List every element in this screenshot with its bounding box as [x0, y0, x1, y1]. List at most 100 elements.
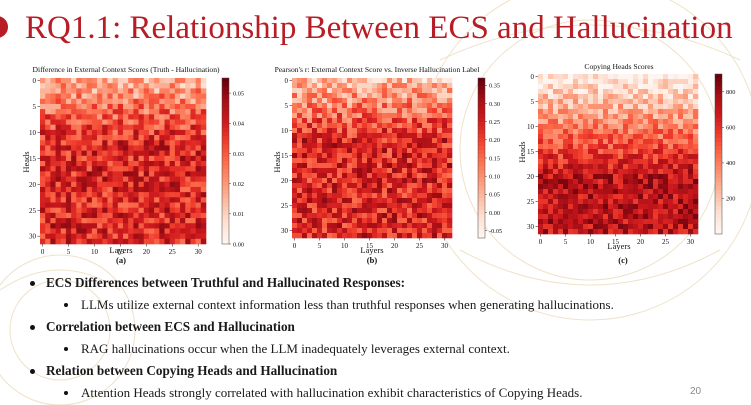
heatmap-cell: [608, 204, 614, 210]
heatmap-cell: [91, 124, 98, 131]
heatmap-cell: [154, 119, 160, 125]
heatmap-cell: [437, 113, 443, 119]
heatmap-cell: [128, 176, 134, 183]
heatmap-cell: [558, 74, 564, 80]
heatmap-cell: [347, 208, 353, 214]
heatmap-cell: [437, 138, 443, 144]
heatmap-cell: [174, 166, 181, 172]
heatmap-cell: [200, 202, 207, 208]
heatmap-cell: [107, 171, 113, 177]
colorbar-segment: [478, 154, 485, 159]
colorbar-segment: [222, 177, 229, 183]
heatmap-cell: [97, 218, 103, 224]
heatmap-cell: [322, 83, 328, 89]
heatmap-cell: [427, 103, 433, 109]
heatmap-cell: [437, 103, 443, 109]
heatmap-cell: [538, 174, 544, 180]
heatmap-cell: [653, 84, 659, 90]
heatmap-cell: [55, 212, 62, 219]
heatmap-cell: [65, 238, 72, 245]
heatmap-cell: [633, 79, 639, 85]
heatmap-cell: [342, 93, 348, 99]
heatmap-cell: [663, 94, 669, 100]
heatmap-cell: [437, 108, 443, 114]
heatmap-cell: [342, 88, 348, 94]
heatmap-cell: [81, 176, 87, 183]
heatmap-cell: [693, 229, 699, 235]
heatmap-cell: [327, 103, 333, 109]
heatmap-cell: [658, 134, 664, 140]
heatmap-cell: [159, 238, 165, 245]
heatmap-cell: [81, 233, 87, 240]
heatmap-cell: [432, 213, 438, 219]
heatmap-cell: [322, 213, 328, 219]
heatmap-cell: [387, 113, 393, 119]
heatmap-cell: [367, 98, 373, 104]
heatmap-cell: [112, 181, 119, 188]
heatmap-cell: [86, 145, 93, 151]
heatmap-cell: [327, 98, 333, 104]
heatmap-cell: [678, 114, 684, 120]
heatmap-cell: [337, 143, 343, 149]
heatmap-cell: [185, 155, 191, 162]
heatmap-cell: [302, 203, 308, 209]
heatmap-cell: [683, 224, 689, 230]
heatmap-cell: [538, 129, 544, 135]
heatmap-cell: [97, 176, 103, 183]
heatmap-cell: [593, 104, 599, 110]
heatmap-cell: [568, 99, 574, 105]
heatmap-cell: [417, 113, 423, 119]
heatmap-cell: [302, 168, 308, 174]
heatmap-cell: [86, 192, 93, 198]
heatmap-cell: [427, 143, 433, 149]
heatmap-cell: [357, 113, 363, 119]
heatmap-cell: [138, 135, 145, 141]
heatmap-cell: [76, 124, 82, 131]
heatmap-cell: [633, 174, 639, 180]
heatmap-cell: [347, 203, 353, 209]
heatmap-cell: [603, 194, 609, 200]
heatmap-cell: [133, 166, 139, 172]
heatmap-cell: [668, 139, 674, 145]
heatmap-cell: [688, 119, 694, 125]
heatmap-cell: [377, 103, 383, 109]
heatmap-cell: [337, 118, 343, 124]
heatmap-cell: [102, 207, 108, 214]
heatmap-cell: [558, 209, 564, 215]
heatmap-cell: [86, 135, 93, 141]
heatmap-cell: [608, 134, 614, 140]
heatmap-cell: [60, 161, 67, 167]
heatmap-cell: [598, 209, 604, 215]
heatmap-cell: [568, 94, 574, 100]
heatmap-cell: [154, 176, 160, 183]
heatmap-cell: [50, 228, 56, 234]
heatmap-cell: [312, 233, 318, 239]
heatmap-cell: [185, 83, 191, 89]
heatmap-cell: [200, 186, 207, 193]
heatmap-cell: [407, 133, 413, 139]
heatmap-cell: [543, 224, 549, 230]
heatmap-cell: [123, 124, 129, 131]
colorbar-segment: [478, 178, 485, 183]
heatmap-cell: [200, 135, 207, 141]
heatmap-cell: [357, 83, 363, 89]
heatmap-cell: [337, 123, 343, 129]
heatmap-cell: [548, 99, 554, 105]
heatmap-cell: [668, 229, 674, 235]
heatmap-cell: [91, 109, 98, 115]
heatmap-cell: [185, 119, 191, 125]
heatmap-cell: [653, 134, 659, 140]
colorbar-segment: [715, 138, 722, 143]
heatmap-cell: [327, 133, 333, 139]
heatmap-cell: [608, 184, 614, 190]
heatmap-cell: [598, 229, 604, 235]
heatmap-cell: [123, 114, 129, 120]
heatmap-cell: [673, 204, 679, 210]
heatmap-cell: [307, 113, 313, 119]
colorbar-segment: [715, 150, 722, 155]
heatmap-cell: [312, 78, 318, 84]
x-tick-label: 25: [662, 238, 670, 246]
heatmap-cell: [164, 129, 170, 136]
heatmap-cell: [337, 158, 343, 164]
heatmap-cell: [133, 186, 139, 193]
